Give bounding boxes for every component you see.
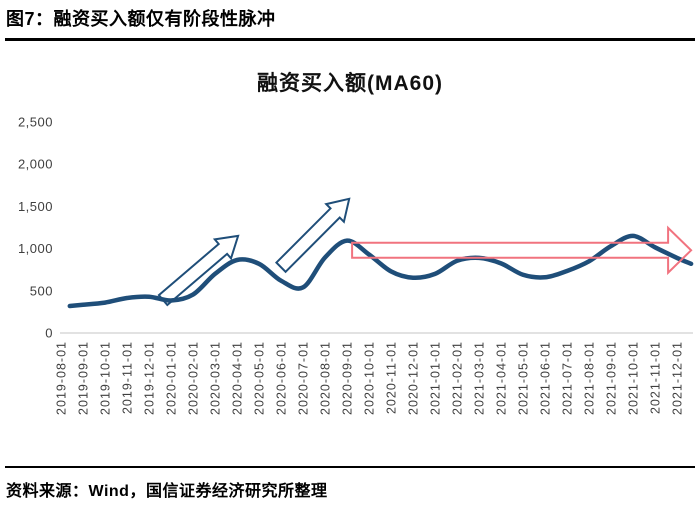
x-axis-tick-label: 2021-11-01 — [649, 341, 663, 414]
x-axis-tick-label: 2021-08-01 — [583, 341, 597, 415]
x-axis-tick-label: 2020-11-01 — [385, 341, 399, 414]
x-axis-tick-label: 2019-12-01 — [143, 341, 157, 415]
header-divider — [5, 38, 695, 41]
x-axis-tick-label: 2020-08-01 — [319, 341, 333, 415]
x-axis-tick-label: 2021-01-01 — [429, 341, 443, 415]
x-axis-tick-label: 2019-09-01 — [77, 341, 91, 415]
y-axis-tick-label: 0 — [45, 326, 53, 341]
chart-line — [67, 233, 694, 309]
x-axis-tick-label: 2021-09-01 — [605, 341, 619, 415]
x-axis-tick-label: 2021-05-01 — [517, 341, 531, 415]
y-axis-tick-label: 1,000 — [18, 241, 53, 256]
x-axis-tick-label: 2021-07-01 — [561, 341, 575, 415]
y-axis-tick-label: 2,500 — [18, 115, 53, 130]
x-axis-tick-label: 2020-10-01 — [363, 341, 377, 415]
x-axis-tick-label: 2021-06-01 — [539, 341, 553, 415]
line-chart: 0 500 1,000 1,500 2,000 2,500 2019-08-01 2019-0… — [18, 115, 694, 415]
x-axis-tick-label: 2020-03-01 — [209, 341, 223, 415]
up-trend-arrow-2 — [274, 197, 351, 274]
x-axis-tick-label: 2021-03-01 — [473, 341, 487, 415]
x-axis-tick-label: 2019-11-01 — [121, 341, 135, 414]
x-axis-tick-label: 2019-10-01 — [99, 341, 113, 415]
x-axis-tick-label: 2019-08-01 — [55, 341, 69, 415]
x-axis-tick-label: 2021-02-01 — [451, 341, 465, 415]
x-axis-tick-label: 2021-04-01 — [495, 341, 509, 415]
x-axis-tick-label: 2021-10-01 — [627, 341, 641, 415]
y-axis-tick-label: 2,000 — [18, 157, 53, 172]
x-axis-tick-label: 2020-09-01 — [341, 341, 355, 415]
source-note: 资料来源：Wind，国信证券经济研究所整理 — [6, 483, 328, 500]
x-axis-tick-label: 2020-01-01 — [165, 341, 179, 415]
x-axis-tick-label: 2020-12-01 — [407, 341, 421, 415]
sideways-range-arrow — [351, 225, 693, 276]
x-axis-tick-label: 2020-05-01 — [253, 341, 267, 415]
y-axis-tick-label: 1,500 — [18, 199, 53, 214]
chart-title: 融资买入额(MA60) — [256, 72, 443, 95]
y-axis-tick-label: 500 — [30, 283, 53, 298]
x-axis-tick-label: 2020-07-01 — [297, 341, 311, 415]
up-trend-arrow-1 — [157, 234, 240, 307]
x-axis-tick-label: 2021-12-01 — [671, 341, 685, 415]
x-axis-tick-label: 2020-02-01 — [187, 341, 201, 415]
footer-divider — [5, 466, 695, 468]
x-axis-tick-label: 2020-06-01 — [275, 341, 289, 415]
figure-title: 图7：融资买入额仅有阶段性脉冲 — [6, 9, 276, 29]
x-axis-tick-label: 2020-04-01 — [231, 341, 245, 415]
